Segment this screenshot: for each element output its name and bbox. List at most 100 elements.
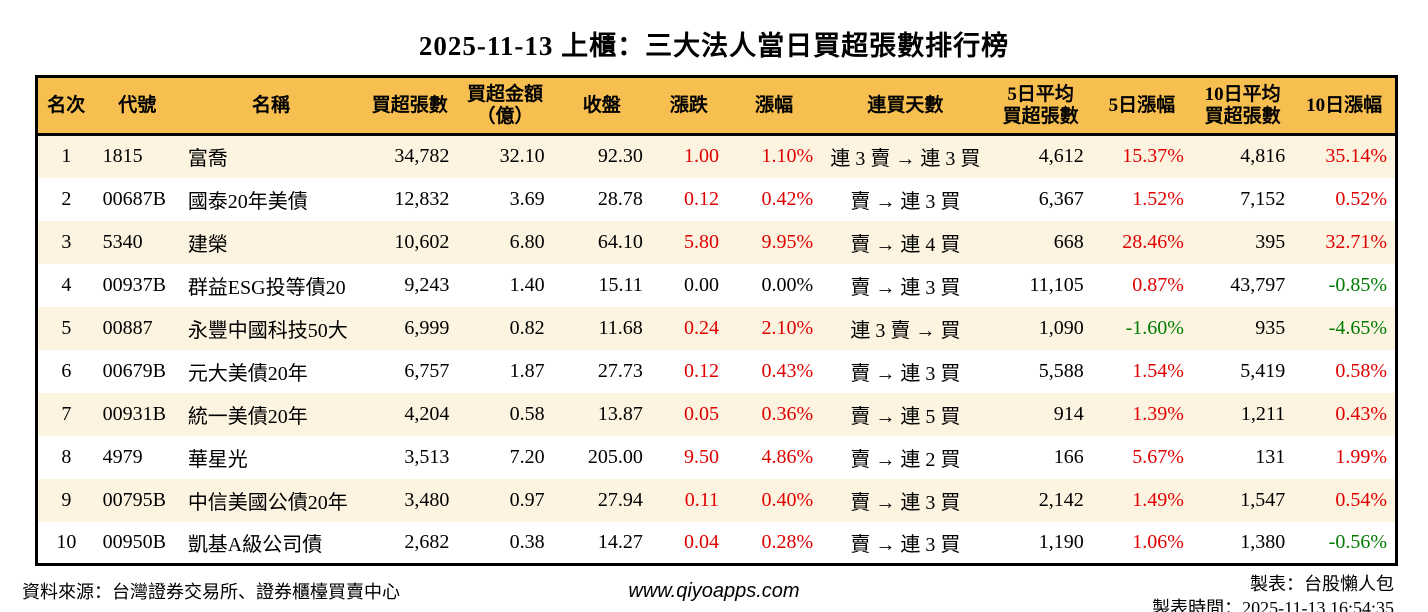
cell-close: 92.30 (552, 134, 651, 178)
cell-change-10d: 0.54% (1293, 478, 1397, 522)
cell-change-pct: 1.10% (726, 134, 822, 178)
cell-change-10d: 0.52% (1335, 187, 1387, 210)
cell-change-pct: 0.42% (761, 187, 814, 210)
cell-change: 0.12 (683, 187, 719, 210)
cell-avg10-net-buy: 43,797 (1230, 273, 1286, 296)
table-row: 5 00887 永豐中國科技50大 6,999 0.82 11.68 0.24 2.10% 連 … (36, 306, 1397, 350)
cell-rank: 10 (56, 530, 77, 553)
cell-change-pct: 0.40% (726, 478, 822, 522)
cell-code: 1815 (94, 134, 180, 178)
cell-net-buy-amount: 7.20 (509, 445, 545, 468)
cell-code: 00937B (102, 273, 166, 296)
cell-net-buy-amount: 1.40 (509, 273, 545, 296)
cell-change: 0.24 (650, 306, 727, 350)
ranking-table: 名次 代號 名稱 買超張數 買超金額 （億） 收盤 漲跌 漲幅 連買天數 5日平… (35, 75, 1398, 566)
cell-avg5-net-buy: 1,190 (1038, 530, 1084, 553)
cell-change-5d: 15.37% (1091, 134, 1192, 178)
cell-code: 00931B (94, 392, 180, 436)
cell-change-5d: -1.60% (1091, 306, 1192, 350)
website-url: www.qiyoapps.com (628, 580, 800, 602)
col-header-change-10d: 10日漲幅 (1293, 76, 1397, 136)
cell-name: 建榮 (179, 220, 363, 264)
cell-avg5-net-buy: 2,142 (989, 478, 1092, 522)
cell-change-5d: 1.06% (1132, 530, 1184, 553)
cell-change-5d: 1.54% (1132, 359, 1184, 382)
cell-change-10d: 0.43% (1293, 392, 1397, 436)
cell-code: 4979 (102, 445, 143, 468)
cell-change-10d: -0.56% (1328, 530, 1387, 553)
cell-name: 富喬 (179, 134, 363, 178)
cell-net-buy-volume: 6,757 (404, 359, 450, 382)
col-header-avg10-net-buy: 10日平均 買超張數 (1191, 76, 1294, 136)
cell-rank: 6 (61, 359, 72, 382)
cell-avg5-net-buy: 5,588 (1038, 359, 1084, 382)
cell-change: 0.00 (683, 273, 719, 296)
cell-rank: 5 (36, 306, 95, 350)
cell-buy-streak: 賣 → 連 3 買 (850, 276, 961, 299)
cell-net-buy-volume: 9,243 (404, 273, 450, 296)
cell-net-buy-volume: 34,782 (362, 134, 458, 178)
cell-avg10-net-buy: 131 (1255, 445, 1286, 468)
data-source-note: 資料來源：台灣證券交易所、證券櫃檯買賣中心 (22, 582, 400, 602)
footer: 資料來源：台灣證券交易所、證券櫃檯買賣中心 www.qiyoapps.com 製… (22, 572, 1406, 612)
cell-rank: 8 (61, 445, 72, 468)
cell-name: 中信美國公債20年 (179, 478, 363, 522)
page-title: 2025-11-13 上櫃：三大法人當日買超張數排行榜 (418, 31, 1010, 61)
cell-change-10d: 0.58% (1335, 359, 1387, 382)
cell-change: 1.00 (650, 134, 727, 178)
credits-block: 製表：台股懶人包 製表時間：2025-11-13 16:54:35 (1152, 572, 1394, 612)
cell-close: 64.10 (552, 220, 651, 264)
table-row: 8 4979 華星光 3,513 7.20 205.00 9.50 4.86% 賣 → 連 2 … (37, 436, 1397, 479)
cell-avg10-net-buy: 4,816 (1191, 134, 1294, 178)
cell-code: 5340 (94, 220, 180, 264)
cell-net-buy-volume: 4,204 (362, 392, 458, 436)
cell-net-buy-amount: 3.69 (509, 187, 545, 210)
cell-net-buy-amount: 0.82 (457, 306, 553, 350)
col-header-name: 名稱 (179, 76, 363, 136)
table-row: 4 00937B 群益ESG投等債20 9,243 1.40 15.11 0.00 0.00%… (37, 264, 1397, 307)
cell-avg5-net-buy: 11,105 (1029, 273, 1084, 296)
cell-change-pct: 4.86% (761, 445, 814, 468)
cell-net-buy-volume: 12,832 (394, 187, 450, 210)
cell-name: 群益ESG投等債20 (187, 276, 346, 299)
cell-avg10-net-buy: 1,211 (1191, 392, 1294, 436)
table-row: 7 00931B 統一美債20年 4,204 0.58 13.87 0.05 0.36% 賣 →… (36, 392, 1397, 436)
cell-close: 205.00 (587, 445, 643, 468)
table-row: 3 5340 建榮 10,602 6.80 64.10 5.80 9.95% 賣 → 連 4 買… (36, 220, 1397, 264)
cell-change-5d: 28.46% (1091, 220, 1192, 264)
cell-change-5d: 1.52% (1132, 187, 1184, 210)
cell-change-pct: 0.43% (761, 359, 814, 382)
cell-name: 元大美債20年 (187, 362, 308, 385)
cell-name: 華星光 (187, 448, 248, 471)
cell-net-buy-amount: 0.38 (509, 530, 545, 553)
cell-close: 14.27 (597, 530, 643, 553)
cell-buy-streak: 連 3 賣 → 買 (821, 306, 990, 350)
cell-change-pct: 2.10% (726, 306, 822, 350)
cell-close: 27.94 (552, 478, 651, 522)
cell-change-10d: -4.65% (1293, 306, 1397, 350)
cell-name: 國泰20年美債 (187, 190, 308, 213)
cell-avg10-net-buy: 1,547 (1191, 478, 1294, 522)
table-row: 9 00795B 中信美國公債20年 3,480 0.97 27.94 0.11 0.40% 賣… (36, 478, 1397, 522)
table-row: 6 00679B 元大美債20年 6,757 1.87 27.73 0.12 0.43% 賣 →… (37, 350, 1397, 393)
cell-rank: 3 (36, 220, 95, 264)
cell-net-buy-volume: 10,602 (362, 220, 458, 264)
cell-change-10d: 32.71% (1293, 220, 1397, 264)
cell-avg5-net-buy: 1,090 (989, 306, 1092, 350)
cell-avg10-net-buy: 935 (1191, 306, 1294, 350)
cell-change-pct: 0.28% (761, 530, 814, 553)
cell-avg10-net-buy: 1,380 (1240, 530, 1286, 553)
cell-net-buy-amount: 1.87 (509, 359, 545, 382)
cell-name: 凱基A級公司債 (187, 533, 323, 556)
cell-close: 28.78 (597, 187, 643, 210)
cell-change-10d: 35.14% (1293, 134, 1397, 178)
cell-avg10-net-buy: 7,152 (1240, 187, 1286, 210)
cell-change-5d: 5.67% (1132, 445, 1184, 468)
cell-avg10-net-buy: 395 (1191, 220, 1294, 264)
cell-rank: 1 (36, 134, 95, 178)
table-row: 1 1815 富喬 34,782 32.10 92.30 1.00 1.10% 連 3 賣 → … (36, 134, 1397, 178)
cell-buy-streak: 賣 → 連 3 買 (850, 533, 961, 556)
cell-close: 15.11 (598, 273, 643, 296)
col-header-code: 代號 (94, 76, 180, 136)
